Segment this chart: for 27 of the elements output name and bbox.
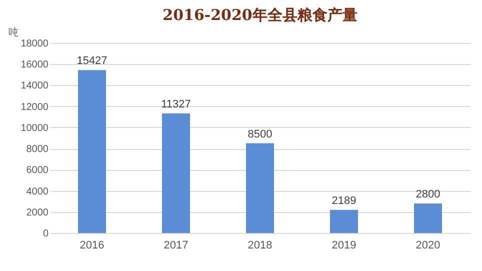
y-tick-label: 12000 xyxy=(20,102,49,113)
data-label: 2189 xyxy=(332,194,356,207)
y-axis-title: 吨 xyxy=(8,26,18,38)
bar xyxy=(330,210,358,233)
y-tick-label: 4000 xyxy=(26,186,49,198)
x-tick-label: 2016 xyxy=(80,240,104,252)
x-tick-label: 2017 xyxy=(164,240,188,252)
y-tick-label: 10000 xyxy=(20,122,49,134)
y-tick-label: 18000 xyxy=(20,38,49,50)
data-label: 15427 xyxy=(76,55,108,68)
data-label: 2800 xyxy=(416,188,440,200)
data-label: 8500 xyxy=(248,128,272,140)
x-tick-label: 2019 xyxy=(332,240,356,252)
y-tick-label: 0 xyxy=(42,228,49,240)
chart-title: 2016-2020年全县粮食产量 xyxy=(162,6,358,24)
bar xyxy=(414,203,442,233)
y-tick-label: 8000 xyxy=(26,144,49,156)
bar xyxy=(78,70,106,233)
y-tick-label: 6000 xyxy=(26,165,49,176)
y-tick-label: 14000 xyxy=(20,80,49,92)
x-tick-label: 2020 xyxy=(416,240,440,252)
bar xyxy=(246,143,274,233)
x-tick-label: 2018 xyxy=(248,240,272,252)
bar xyxy=(162,113,190,233)
data-label: 11327 xyxy=(161,98,191,110)
y-tick-label: 2000 xyxy=(26,207,49,218)
y-tick-label: 16000 xyxy=(20,60,49,71)
